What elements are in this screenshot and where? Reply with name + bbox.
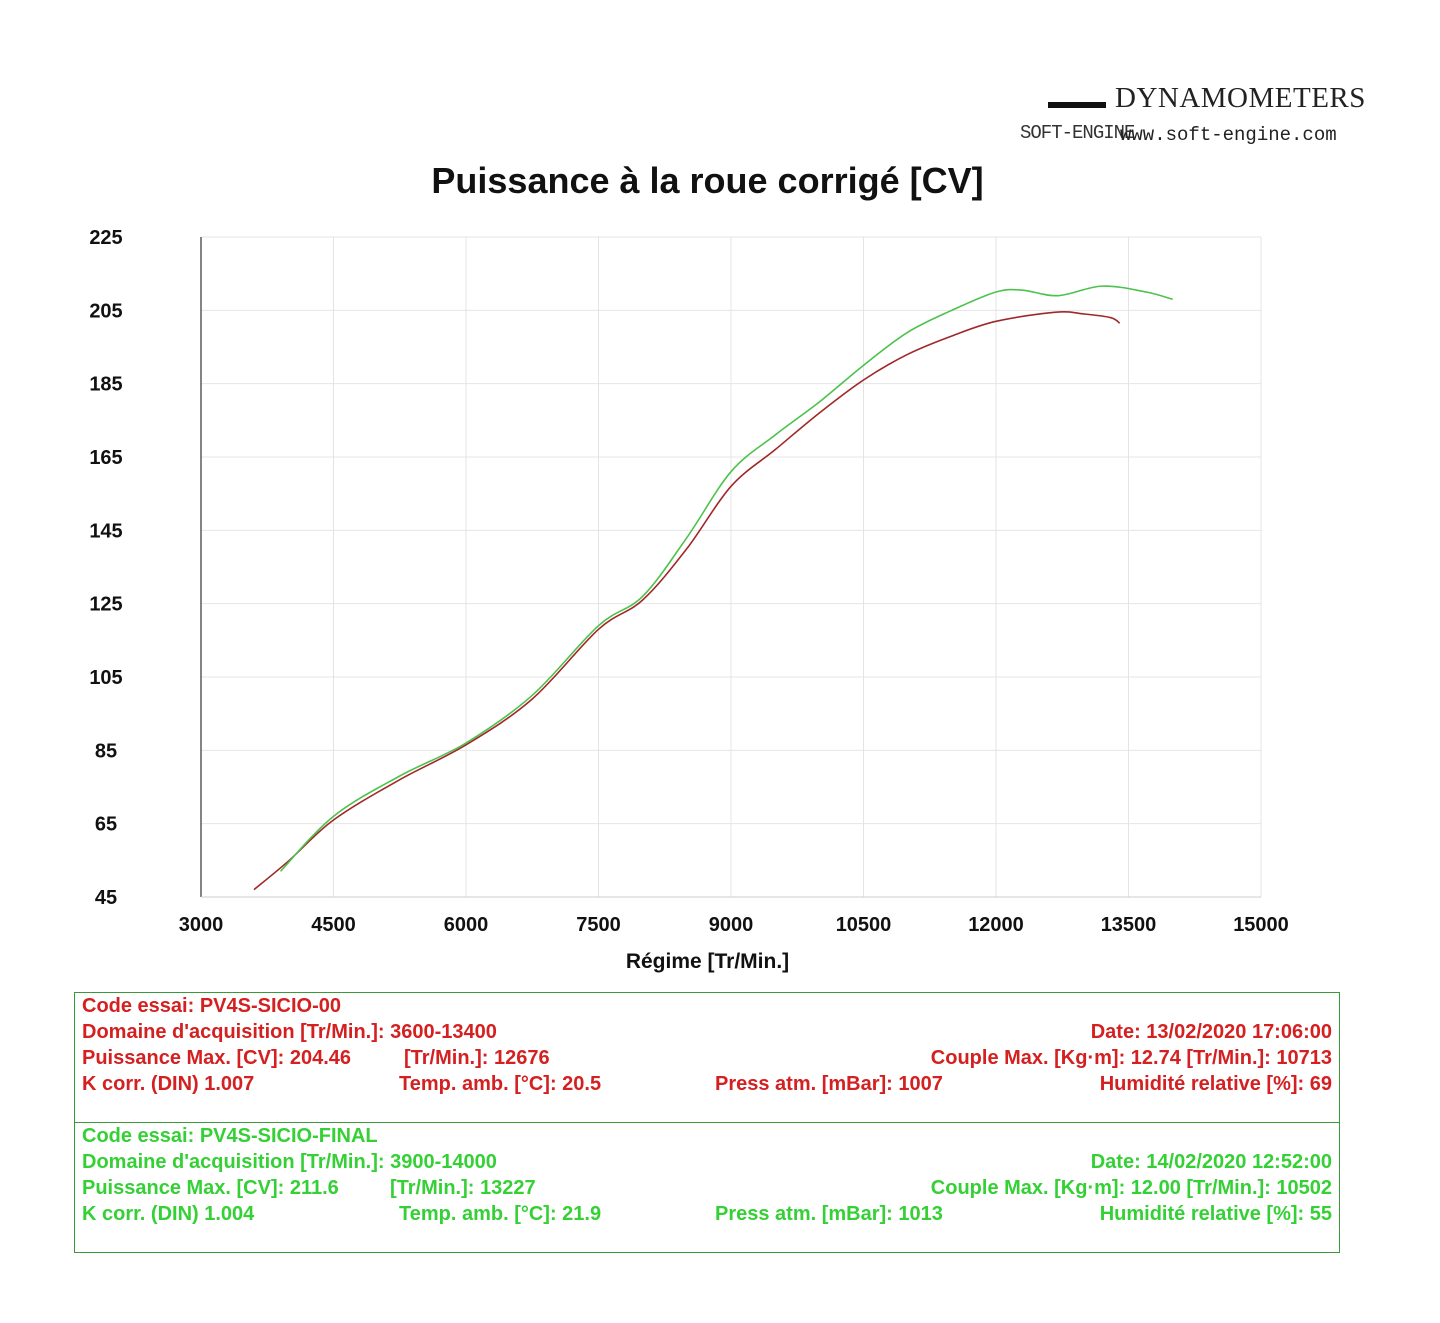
- x-tick-label: 6000: [444, 914, 489, 936]
- x-tick-label: 4500: [311, 914, 356, 936]
- test-domain: Domaine d'acquisition [Tr/Min.]: 3600-13…: [82, 1021, 497, 1043]
- x-tick-label: 15000: [1233, 914, 1289, 936]
- test-pressure: Press atm. [mBar]: 1013: [715, 1203, 943, 1225]
- y-tick-label: 105: [89, 667, 122, 689]
- test-temp: Temp. amb. [°C]: 21.9: [399, 1203, 602, 1225]
- test-max-power-rpm: [Tr/Min.]: 13227: [390, 1177, 536, 1199]
- test-code: Code essai: PV4S-SICIO-FINAL: [82, 1125, 378, 1147]
- y-tick-label: 205: [89, 300, 122, 322]
- test-max-power: Puissance Max. [CV]: 211.6: [82, 1177, 339, 1199]
- x-tick-label: 3000: [179, 914, 224, 936]
- test-max-torque: Couple Max. [Kg·m]: 12.00 [Tr/Min.]: 105…: [930, 1177, 1332, 1199]
- y-tick-label: 225: [89, 227, 122, 249]
- y-tick-label: 85: [95, 740, 117, 762]
- test-pressure: Press atm. [mBar]: 1007: [715, 1073, 943, 1095]
- power-curve-1: [253, 311, 1121, 891]
- test-temp: Temp. amb. [°C]: 20.5: [399, 1073, 602, 1095]
- y-tick-label: 65: [95, 814, 117, 836]
- logo-brand: DYNAMOMETERS: [1115, 82, 1366, 114]
- y-tick-label: 185: [89, 374, 122, 396]
- x-tick-label: 7500: [576, 914, 621, 936]
- test-kcorr: K corr. (DIN) 1.007: [82, 1073, 255, 1095]
- test-kcorr: K corr. (DIN) 1.004: [82, 1203, 255, 1225]
- soft-engine-logo: DYNAMOMETERS SOFT-ENGINE www.soft-engine…: [1020, 82, 1370, 152]
- logo-bar: [1048, 102, 1106, 108]
- test-humidity: Humidité relative [%]: 69: [1099, 1073, 1332, 1095]
- test-max-power: Puissance Max. [CV]: 204.46: [82, 1047, 352, 1069]
- y-tick-label: 125: [89, 594, 122, 616]
- test-info-box-1: Code essai: PV4S-SICIO-00 Domaine d'acqu…: [74, 992, 1340, 1123]
- test-date: Date: 13/02/2020 17:06:00: [1090, 1021, 1332, 1043]
- x-tick-label: 9000: [709, 914, 754, 936]
- logo-mark: SOFT-ENGINE: [1020, 122, 1135, 144]
- chart-title: Puissance à la roue corrigé [CV]: [431, 160, 984, 201]
- x-tick-label: 10500: [836, 914, 892, 936]
- test-max-power-rpm: [Tr/Min.]: 12676: [404, 1047, 550, 1069]
- power-chart: 45 65 85 105 125 145 165 185 205 225 3000 4500 6000 7…: [89, 227, 1289, 936]
- test-date: Date: 14/02/2020 12:52:00: [1090, 1151, 1332, 1173]
- x-tick-label: 12000: [968, 914, 1024, 936]
- logo-url: www.soft-engine.com: [1120, 124, 1337, 146]
- x-axis-label: Régime [Tr/Min.]: [625, 950, 790, 973]
- y-tick-label: 165: [89, 447, 122, 469]
- test-code: Code essai: PV4S-SICIO-00: [82, 995, 341, 1017]
- x-tick-label: 13500: [1101, 914, 1157, 936]
- power-curve-2: [279, 285, 1173, 872]
- test-info-box-2: Code essai: PV4S-SICIO-FINAL Domaine d'a…: [74, 1122, 1340, 1253]
- test-max-torque: Couple Max. [Kg·m]: 12.74 [Tr/Min.]: 107…: [930, 1047, 1332, 1069]
- y-tick-label: 145: [89, 520, 122, 542]
- test-humidity: Humidité relative [%]: 55: [1099, 1203, 1332, 1225]
- test-domain: Domaine d'acquisition [Tr/Min.]: 3900-14…: [82, 1151, 497, 1173]
- y-tick-label: 45: [95, 887, 117, 909]
